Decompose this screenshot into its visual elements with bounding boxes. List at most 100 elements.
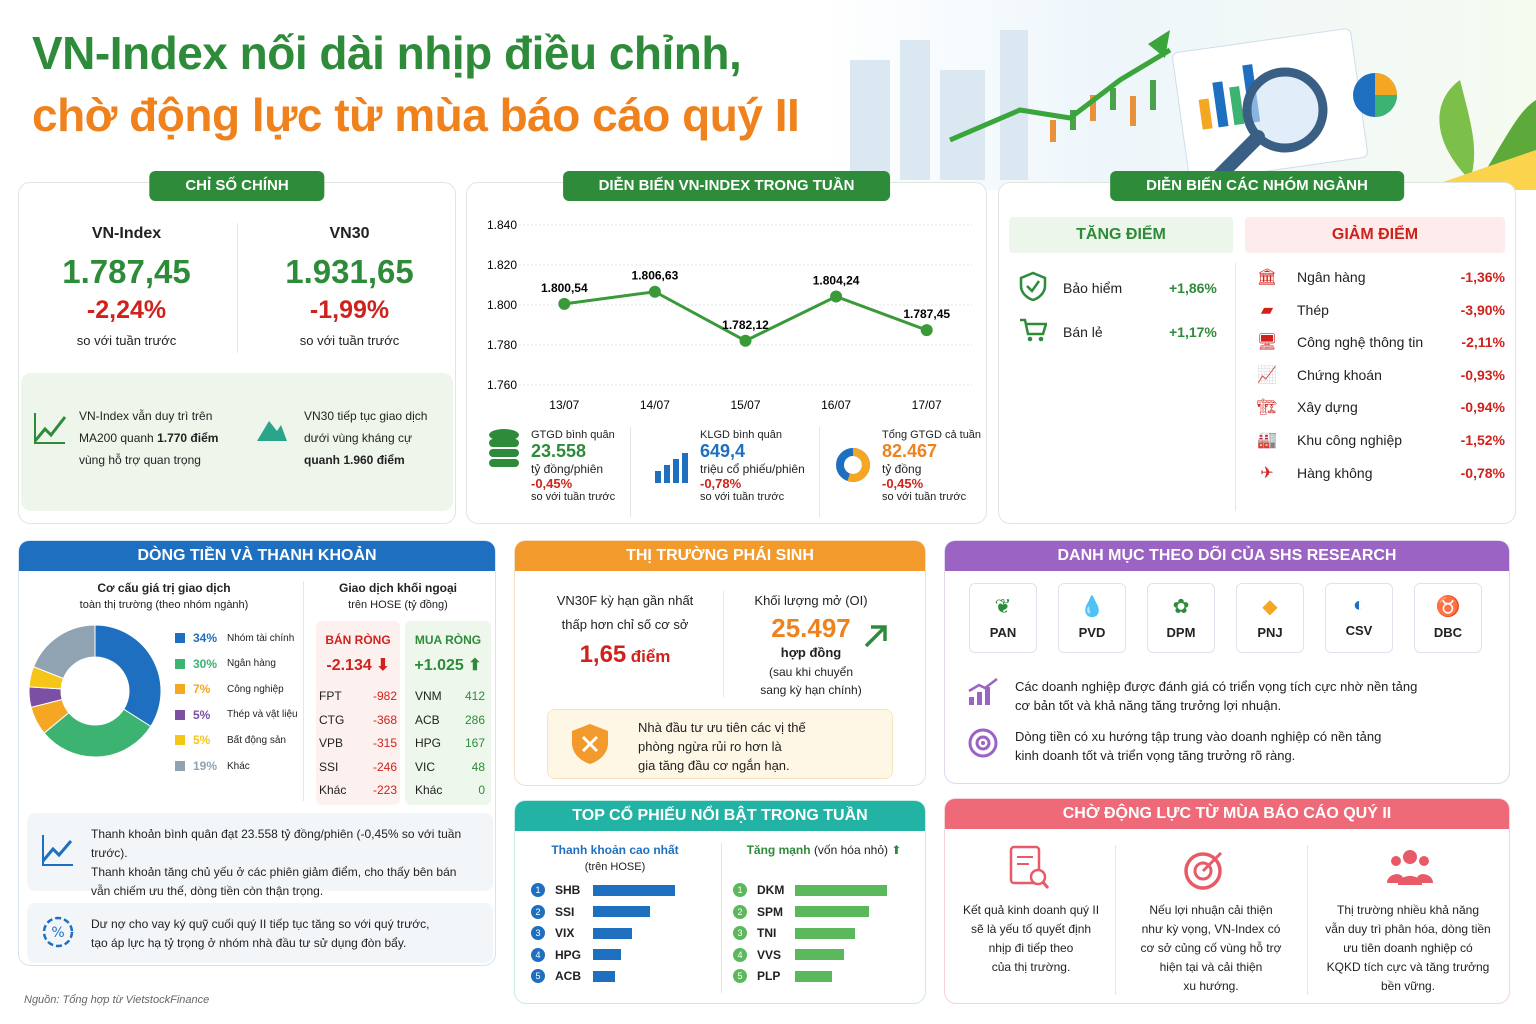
airplane-icon: ✈ <box>1260 464 1274 482</box>
watchlist-ticker-card[interactable]: ◐ CSV <box>1325 583 1393 653</box>
x-tick-label: 16/07 <box>821 398 851 412</box>
oi-unit: hợp đồng <box>780 645 842 660</box>
rank-badge: 3 <box>733 926 747 940</box>
oi-title: Khối lượng mở (OI) <box>754 593 868 608</box>
ticker: VNM <box>415 689 442 703</box>
coins-icon <box>487 427 521 476</box>
ticker: VPB <box>319 736 344 750</box>
down-title: GIẢM ĐIỂM <box>1245 217 1505 253</box>
sector-down-row: ▰ Thép -3,90% <box>1255 296 1505 324</box>
plant-icon: ✿ <box>1172 596 1190 618</box>
legend-pct: 5% <box>193 707 211 722</box>
data-label: 1.787,45 <box>903 307 950 321</box>
basis-label1: VN30F kỳ hạn gần nhất <box>556 593 694 608</box>
percent-badge-icon: % <box>41 915 75 954</box>
legend-pct: 5% <box>193 733 211 748</box>
ticker: CSV <box>1345 623 1373 638</box>
ticker: VIC <box>415 759 436 774</box>
sector-change: -3,90% <box>1460 301 1505 318</box>
data-label: 1.800,54 <box>541 281 588 295</box>
growth-chart-icon: 📈 <box>1257 366 1277 384</box>
bar <box>593 906 651 917</box>
ticker: PNJ <box>1257 625 1283 640</box>
vnindex-value: 1.787,45 <box>62 253 191 290</box>
rank-badge: 2 <box>733 904 747 919</box>
ticker: Khác <box>319 783 347 797</box>
moon-icon: ◐ <box>1352 594 1366 616</box>
top-stock-row: 3 TNI <box>733 926 855 940</box>
x-tick-label: 14/07 <box>640 398 670 412</box>
foreign-row: VNM 412 <box>415 689 485 703</box>
sector-change: -0,78% <box>1460 464 1505 481</box>
buy-panel <box>405 621 491 805</box>
donut-slice <box>94 624 162 728</box>
source-note: Nguồn: Tổng hợp từ VietstockFinance <box>24 994 210 1006</box>
top-stock-row: 5 ACB <box>531 969 616 983</box>
legend-item: 34% Nhóm tài chính <box>175 631 294 645</box>
sectors-card: DIỄN BIẾN CÁC NHÓM NGÀNH TĂNG ĐIỂM GIẢM … <box>998 171 1516 524</box>
factory-icon: 🏭 <box>1257 432 1277 449</box>
sector-name: Hàng không <box>1297 464 1373 481</box>
watchlist-ticker-card[interactable]: ◆ PNJ <box>1236 583 1304 653</box>
arrow-up-icon: ⬆ <box>891 843 902 857</box>
bar <box>593 927 633 939</box>
legend-item: 19% Khác <box>175 759 250 773</box>
ticker: VIX <box>555 926 575 940</box>
top-stock-row: 4 VVS <box>733 947 844 962</box>
ticker: DPM <box>1166 625 1196 640</box>
up-title: TĂNG ĐIỂM <box>1009 217 1233 253</box>
legend-swatch <box>175 761 185 771</box>
sector-down-row: 🏭 Khu công nghiệp -1,52% <box>1255 426 1505 454</box>
foreign-value: 48 <box>471 759 485 774</box>
liq-sub: (trên HOSE) <box>584 861 646 873</box>
watchlist-ticker-card[interactable]: 💧 PVD <box>1058 583 1126 653</box>
watchlist-ticker-card[interactable]: ❦ PAN <box>969 583 1037 653</box>
ticker: TNI <box>757 926 777 940</box>
main-indices-header: CHỈ SỐ CHÍNH <box>149 171 325 201</box>
legend-item: 7% Công nghiệp <box>175 682 284 696</box>
divider <box>237 223 238 353</box>
legend-swatch <box>175 735 185 746</box>
rank-badge: 4 <box>531 947 545 962</box>
legend-pct: 7% <box>193 682 211 697</box>
legend-item: 5% Bất động sản <box>175 733 286 747</box>
ticker: FPT <box>319 689 342 703</box>
main-info-box <box>21 373 453 511</box>
pie-subtitle: toàn thị trường (theo nhóm ngành) <box>79 599 249 611</box>
sector-down-row: 🏛 Ngân hàng -1,36% <box>1255 263 1505 291</box>
ticker: HPG <box>415 736 442 750</box>
foreign-row: CTG -368 <box>319 713 397 727</box>
vnindex-info: VN-Index vẫn duy trì trên MA200 quanh 1.7… <box>79 409 219 467</box>
stat-gtgd: GTGD bình quân 23.558 tỷ đồng/phiên -0,4… <box>531 429 616 503</box>
pie-title: Cơ cấu giá trị giao dịch <box>97 581 231 595</box>
x-tick-label: 13/07 <box>549 398 579 412</box>
foreign-row: HPG 167 <box>415 736 485 750</box>
watchlist-ticker-card[interactable]: ✿ DPM <box>1147 583 1215 653</box>
foreign-row: Khác -223 <box>319 783 397 797</box>
bar <box>795 906 869 917</box>
vn30-info: VN30 tiếp tục giao dịch dưới vùng kháng c… <box>304 409 428 467</box>
top-stock-row: 2 SSI <box>531 904 651 919</box>
bank-icon: 🏛 <box>1256 269 1278 286</box>
top-stock-row: 1 SHB <box>531 883 675 897</box>
data-point <box>920 324 933 337</box>
crane-icon: 🏗 <box>1256 399 1278 417</box>
mountain-icon <box>255 413 289 448</box>
vnindex-line <box>564 290 928 343</box>
foreign-row: Khác 0 <box>415 783 485 797</box>
watchlist-ticker-card[interactable]: ♉ DBC <box>1414 583 1482 653</box>
divider <box>1235 263 1236 511</box>
cart-icon <box>1019 317 1048 346</box>
ticker: PLP <box>757 969 781 983</box>
oi-note2: sang kỳ hạn chính) <box>760 683 862 697</box>
x-tick-label: 17/07 <box>912 398 942 412</box>
q2-card: CHỜ ĐỘNG LỰC TỪ MÙA BÁO CÁO QUÝ II Kết q… <box>944 798 1510 1004</box>
donut-slice <box>32 624 96 680</box>
monitor-icon: 🖥 <box>1256 334 1278 352</box>
legend-label: Bất động sản <box>227 734 286 746</box>
target-arrow-icon <box>1183 847 1227 896</box>
derivatives-header: THỊ TRƯỜNG PHÁI SINH <box>515 541 925 571</box>
divider <box>303 581 304 801</box>
buy-title: MUA RÒNG <box>414 633 482 647</box>
vn30-value: 1.931,65 <box>285 253 414 290</box>
